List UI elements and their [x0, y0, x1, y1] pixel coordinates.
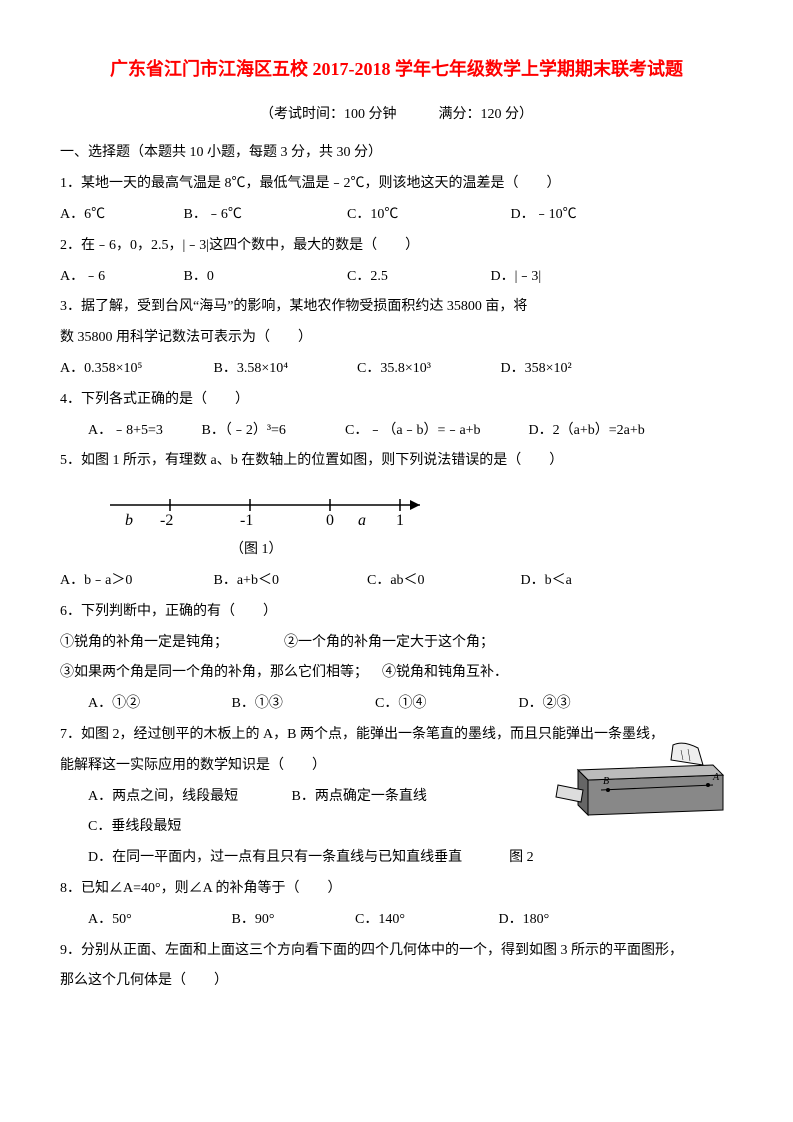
q8-c: C．140°: [355, 905, 495, 936]
q3-a: A．0.358×10⁵: [60, 354, 210, 385]
q3-options: A．0.358×10⁵ B．3.58×10⁴ C．35.8×10³ D．358×…: [60, 354, 733, 385]
q2-d: D．|﹣3|: [491, 262, 542, 293]
q5-d: D．b＜a: [521, 566, 572, 597]
q8-a: A．50°: [88, 905, 228, 936]
page-title: 广东省江门市江海区五校 2017-2018 学年七年级数学上学期期末联考试题: [60, 50, 733, 90]
q5-b: B．a+b＜0: [214, 566, 364, 597]
numline-m1: -1: [240, 512, 253, 529]
q6-a: A．①②: [88, 689, 228, 720]
q4-d: D．2（a+b）=2a+b: [529, 416, 645, 447]
q5-text: 5．如图 1 所示，有理数 a、b 在数轴上的位置如图，则下列说法错误的是（ ）: [60, 446, 733, 477]
q6-d: D．②③: [519, 689, 571, 720]
q5-a: A．b﹣a＞0: [60, 566, 210, 597]
q4-b: B．（﹣2）³=6: [202, 416, 342, 447]
q9-l1: 9．分别从正面、左面和上面这三个方向看下面的四个几何体中的一个，得到如图 3 所…: [60, 936, 733, 967]
exam-info: （考试时间：100 分钟 满分：120 分）: [60, 100, 733, 131]
q3-b: B．3.58×10⁴: [214, 354, 354, 385]
q4-c: C．﹣（a﹣b）=﹣a+b: [345, 416, 525, 447]
wood-plank-figure: B A: [553, 740, 733, 835]
q2-c: C．2.5: [347, 262, 487, 293]
numline-1: 1: [396, 512, 404, 529]
q6-s1: ①锐角的补角一定是钝角； ②一个角的补角一定大于这个角；: [60, 628, 733, 659]
svg-text:A: A: [712, 772, 720, 783]
q2-b: B．0: [184, 262, 344, 293]
q2-options: A．﹣6 B．0 C．2.5 D．|﹣3|: [60, 262, 733, 293]
q7-b: B．两点确定一条直线: [292, 782, 427, 813]
q8-options: A．50° B．90° C．140° D．180°: [60, 905, 733, 936]
section-heading: 一、选择题（本题共 10 小题，每题 3 分，共 30 分）: [60, 138, 733, 169]
q3-l1: 3．据了解，受到台风“海马”的影响，某地农作物受损面积约达 35800 亩，将: [60, 292, 733, 323]
number-line-figure: b -2 -1 0 a 1: [100, 485, 440, 531]
numline-0: 0: [326, 512, 334, 529]
q8-b: B．90°: [232, 905, 352, 936]
q2-text: 2．在﹣6，0，2.5，|﹣3|这四个数中，最大的数是（ ）: [60, 231, 733, 262]
q7-d-line: D．在同一平面内，过一点有且只有一条直线与已知直线垂直 图 2: [60, 843, 733, 874]
numline-a: a: [358, 512, 366, 529]
q1-options: A．6℃ B．﹣6℃ C．10℃ D．﹣10℃: [60, 200, 733, 231]
q7-wrapper: 7．如图 2，经过刨平的木板上的 A，B 两个点，能弹出一条笔直的墨线，而且只能…: [60, 720, 733, 874]
q3-c: C．35.8×10³: [357, 354, 497, 385]
q4-a: A．﹣8+5=3: [88, 416, 198, 447]
q1-c: C．10℃: [347, 200, 507, 231]
q1-d: D．﹣10℃: [511, 200, 577, 231]
q1-b: B．﹣6℃: [184, 200, 344, 231]
q5-options: A．b﹣a＞0 B．a+b＜0 C．ab＜0 D．b＜a: [60, 566, 733, 597]
q1-text: 1．某地一天的最高气温是 8℃，最低气温是﹣2℃，则该地这天的温差是（ ）: [60, 169, 733, 200]
q2-a: A．﹣6: [60, 262, 180, 293]
q8-d: D．180°: [499, 905, 550, 936]
q5-caption: （图 1）: [230, 535, 733, 566]
q6-s2: ③如果两个角是同一个角的补角，那么它们相等； ④锐角和钝角互补．: [60, 658, 733, 689]
q6-b: B．①③: [232, 689, 372, 720]
q4-text: 4．下列各式正确的是（ ）: [60, 385, 733, 416]
q6-c: C．①④: [375, 689, 515, 720]
q9-l2: 那么这个几何体是（ ）: [60, 966, 733, 997]
q8-text: 8．已知∠A=40°，则∠A 的补角等于（ ）: [60, 874, 733, 905]
q7-fig-label: 图 2: [509, 850, 534, 865]
q7-a: A．两点之间，线段最短: [88, 782, 288, 813]
q1-a: A．6℃: [60, 200, 180, 231]
numline-b: b: [125, 512, 133, 529]
svg-text:B: B: [603, 776, 609, 787]
q7-d: D．在同一平面内，过一点有且只有一条直线与已知直线垂直: [88, 850, 462, 865]
q3-d: D．358×10²: [501, 354, 572, 385]
q5-c: C．ab＜0: [367, 566, 517, 597]
q6-options: A．①② B．①③ C．①④ D．②③: [60, 689, 733, 720]
q6-text: 6．下列判断中，正确的有（ ）: [60, 597, 733, 628]
numline-m2: -2: [160, 512, 173, 529]
q3-l2: 数 35800 用科学记数法可表示为（ ）: [60, 323, 733, 354]
q4-options: A．﹣8+5=3 B．（﹣2）³=6 C．﹣（a﹣b）=﹣a+b D．2（a+b…: [60, 416, 733, 447]
